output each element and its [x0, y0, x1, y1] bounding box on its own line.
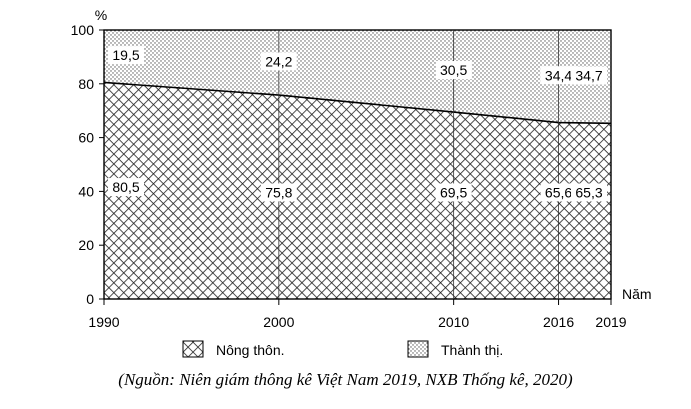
y-tick-label: 20: [78, 237, 94, 253]
data-label-thanh-thi: 34,7: [571, 66, 607, 85]
y-tick-label: 80: [78, 76, 94, 92]
axes-layer: 1990 2000 2010 2016 2019 0 20 40 60 80 100% Năm: [71, 7, 652, 330]
data-label-thanh-thi: 19,5: [108, 46, 144, 65]
legend-item-nong-thon: Nông thôn.: [182, 340, 285, 358]
area-layer: [103, 30, 612, 299]
y-tick-label: 40: [78, 183, 94, 199]
data-label-text: 34,4: [545, 67, 572, 83]
data-label-text: 75,8: [265, 184, 292, 200]
data-label-background: [260, 52, 297, 71]
data-label-text: 69,5: [440, 184, 467, 200]
data-label-text: 65,6: [545, 184, 572, 200]
data-label-text: 34,7: [575, 68, 602, 84]
data-label-background: [435, 183, 472, 202]
y-tick-label: 60: [78, 130, 94, 146]
data-label-background: [571, 183, 607, 202]
legend-label: Thành thị.: [441, 342, 503, 358]
data-label-text: 30,5: [440, 62, 467, 78]
data-label-thanh-thi: 30,5: [435, 61, 472, 80]
data-label-thanh-thi: 34,4: [540, 66, 577, 85]
data-label-nong-thon: 69,5: [435, 183, 472, 202]
y-tick-label: 100: [71, 22, 95, 38]
data-label-nong-thon: 65,3: [571, 183, 607, 202]
x-tick-label: 2016: [543, 314, 574, 330]
data-label-nong-thon: 80,5: [108, 178, 144, 197]
area-thanh-thi: [104, 30, 611, 124]
x-axis-label: Năm: [622, 286, 652, 302]
data-label-background: [435, 61, 472, 80]
data-label-background: [540, 183, 577, 202]
x-tick-label: 2010: [438, 314, 469, 330]
data-label-background: [108, 178, 144, 197]
plot-frame: [103, 29, 612, 300]
x-tick-label: 2000: [263, 314, 294, 330]
x-tick-label: 1990: [88, 314, 119, 330]
data-label-layer: 80,5 19,5 75,8 24,2 69,5 30,5 65,6 34,4 65,3 34,7: [108, 46, 607, 202]
legend: Nông thôn. Thành thị.: [182, 340, 503, 358]
data-label-text: 65,3: [575, 184, 602, 200]
data-label-nong-thon: 75,8: [260, 183, 297, 202]
data-label-thanh-thi: 24,2: [260, 52, 297, 71]
data-label-text: 19,5: [112, 47, 139, 63]
area-nong-thon: [104, 82, 611, 299]
data-label-background: [540, 66, 577, 85]
data-label-nong-thon: 65,6: [540, 183, 577, 202]
data-label-text: 80,5: [112, 179, 139, 195]
data-label-background: [260, 183, 297, 202]
y-tick-label: 0: [86, 291, 94, 307]
y-axis-unit: %: [95, 7, 107, 23]
legend-label: Nông thôn.: [216, 342, 285, 358]
source-note: (Nguồn: Niên giám thông kê Việt Nam 2019…: [118, 370, 573, 389]
legend-item-thanh-thi: Thành thị.: [407, 340, 503, 358]
legend-swatch: [182, 340, 204, 358]
legend-swatch: [407, 340, 429, 358]
data-label-text: 24,2: [265, 54, 292, 70]
data-label-background: [108, 46, 144, 65]
data-label-background: [571, 66, 607, 85]
x-tick-label: 2019: [595, 314, 626, 330]
